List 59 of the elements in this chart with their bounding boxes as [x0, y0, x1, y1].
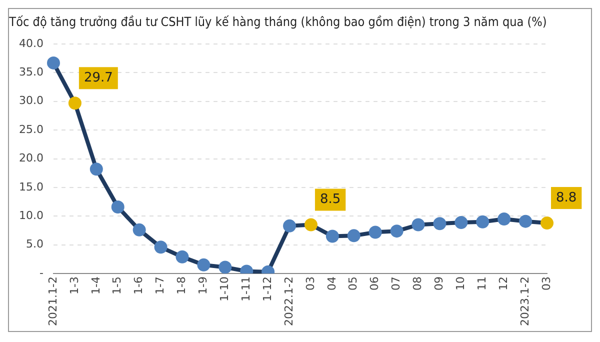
x-tick-label: 1-4 — [89, 276, 102, 295]
point — [412, 218, 425, 232]
point — [176, 250, 189, 264]
point — [326, 230, 339, 243]
point — [390, 224, 404, 238]
x-tick-label: 03 — [540, 276, 553, 291]
y-tick-label: 35.0 — [18, 66, 44, 79]
point — [347, 229, 360, 242]
point — [111, 200, 124, 214]
y-tick-label: 20.0 — [18, 152, 44, 165]
x-tick-label: 2022.1-2 — [282, 276, 296, 326]
point — [197, 258, 210, 272]
x-tick-label: 1-8 — [175, 276, 188, 295]
x-tick-label: 1-11 — [239, 276, 252, 302]
point — [218, 260, 232, 274]
x-tick-label: 1-10 — [218, 276, 232, 302]
point — [46, 56, 60, 70]
x-tick-label: 1-3 — [68, 276, 81, 295]
point — [90, 162, 103, 176]
data-label: 29.7 — [84, 70, 113, 86]
point — [498, 212, 511, 226]
y-tick-label: 30.0 — [18, 94, 44, 108]
point — [154, 240, 168, 254]
y-tick-label: 10.0 — [18, 209, 44, 222]
x-tick-label: 12 — [496, 276, 510, 291]
x-tick-label: 1-5 — [110, 276, 124, 295]
point — [132, 223, 146, 236]
x-tick-label: 07 — [390, 276, 403, 291]
point — [476, 215, 490, 228]
point — [368, 226, 382, 239]
point — [304, 218, 318, 232]
x-tick-label: 06 — [368, 276, 382, 291]
x-tick-label: 1-9 — [196, 276, 210, 295]
y-tick-label: - — [40, 266, 44, 280]
x-tick-label: 1-6 — [132, 276, 146, 295]
x-tick-label: 2023.1-2 — [518, 276, 532, 326]
x-tick-label: 1-12 — [260, 276, 274, 302]
x-tick-label: 04 — [325, 276, 338, 291]
x-tick-label: 1-7 — [154, 276, 167, 295]
point — [540, 216, 554, 230]
y-tick-label: 5.0 — [26, 238, 44, 251]
point — [433, 217, 446, 230]
x-tick-label: 08 — [411, 276, 424, 291]
chart-title: Tốc độ tăng trưởng đầu tư CSHT lũy kế hàng tháng (không bao gồm điện) trong 3 năm qua (%) — [8, 14, 547, 29]
x-tick-label: 03 — [304, 276, 317, 291]
x-tick-label: 11 — [475, 276, 488, 291]
point — [68, 96, 82, 110]
point — [519, 214, 532, 228]
x-tick-label: 2021.1-2 — [46, 276, 60, 326]
x-tick-label: 05 — [346, 276, 360, 291]
data-label: 8.5 — [320, 192, 341, 208]
point — [454, 216, 468, 229]
y-tick-label: 25.0 — [18, 122, 44, 136]
x-tick-label: 09 — [432, 276, 446, 291]
data-label: 8.8 — [556, 190, 577, 206]
point — [283, 219, 296, 232]
y-tick-label: 15.0 — [18, 180, 44, 194]
x-tick-label: 10 — [454, 276, 468, 291]
y-tick-label: 40.0 — [18, 36, 44, 50]
